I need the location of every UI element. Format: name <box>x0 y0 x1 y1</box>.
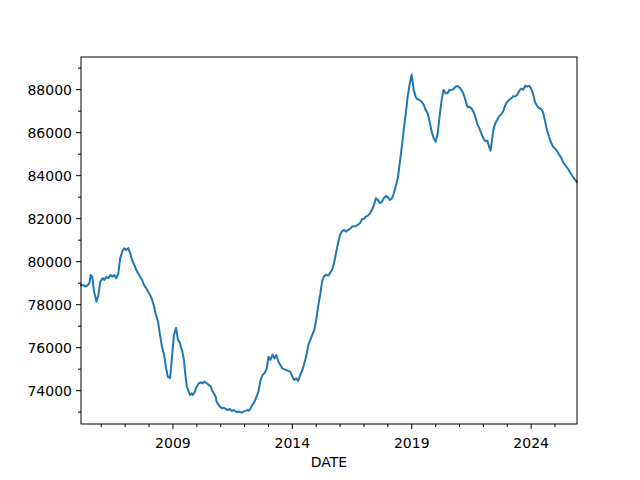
x-tick-label: 2009 <box>155 435 191 451</box>
y-tick-label: 82000 <box>27 211 72 227</box>
data-line <box>81 75 577 413</box>
x-axis-label: DATE <box>311 454 347 470</box>
x-tick-label: 2019 <box>394 435 430 451</box>
line-chart: 2009 2014 2019 2024 74000 76000 78000 80000 8200… <box>0 0 640 480</box>
x-tick-label: 2024 <box>513 435 549 451</box>
y-tick-label: 86000 <box>27 125 72 141</box>
data-series <box>81 75 577 413</box>
y-tick-label: 76000 <box>27 340 72 356</box>
y-tick-label: 74000 <box>27 383 72 399</box>
x-tick-label: 2014 <box>275 435 311 451</box>
axes-tick-labels: 2009 2014 2019 2024 74000 76000 78000 80000 8200… <box>27 82 549 451</box>
axes-ticks <box>76 68 555 429</box>
y-tick-label: 78000 <box>27 297 72 313</box>
y-tick-label: 88000 <box>27 82 72 98</box>
figure: 2009 2014 2019 2024 74000 76000 78000 80000 8200… <box>0 0 640 480</box>
y-tick-label: 80000 <box>27 254 72 270</box>
y-tick-label: 84000 <box>27 168 72 184</box>
